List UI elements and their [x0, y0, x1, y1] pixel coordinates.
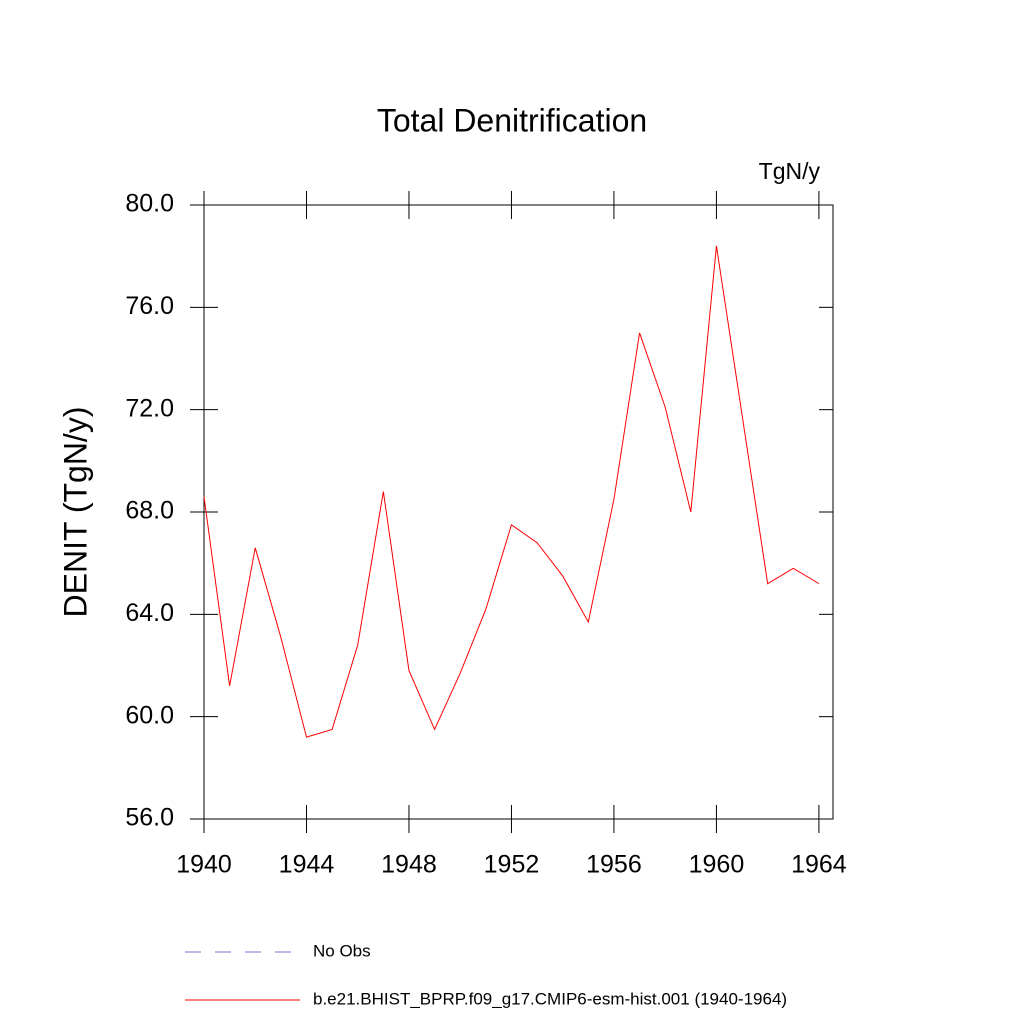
- y-tick-label: 72.0: [125, 394, 174, 422]
- x-tick-label: 1952: [484, 851, 540, 879]
- x-tick-label: 1956: [586, 851, 642, 879]
- data-line: [203, 245, 820, 738]
- x-tick-label: 1948: [381, 851, 437, 879]
- y-tick-label: 64.0: [125, 599, 174, 627]
- x-tick-label: 1940: [176, 851, 232, 879]
- y-tick-label: 80.0: [125, 190, 174, 218]
- units-label: TgN/y: [759, 158, 821, 184]
- x-tick-label: 1960: [689, 851, 745, 879]
- x-tick-label: 1944: [279, 851, 335, 879]
- y-tick-label: 76.0: [125, 292, 174, 320]
- y-axis-label: DENIT (TgN/y): [57, 407, 93, 618]
- plot-frame: [203, 204, 834, 820]
- y-tick-label: 68.0: [125, 497, 174, 525]
- legend-label: No Obs: [313, 941, 371, 960]
- y-tick-label: 56.0: [125, 804, 174, 832]
- y-tick-label: 60.0: [125, 701, 174, 729]
- chart-title: Total Denitrification: [377, 102, 647, 138]
- legend-label: b.e21.BHIST_BPRP.f09_g17.CMIP6-esm-hist.…: [313, 989, 787, 1008]
- x-tick-label: 1964: [791, 851, 847, 879]
